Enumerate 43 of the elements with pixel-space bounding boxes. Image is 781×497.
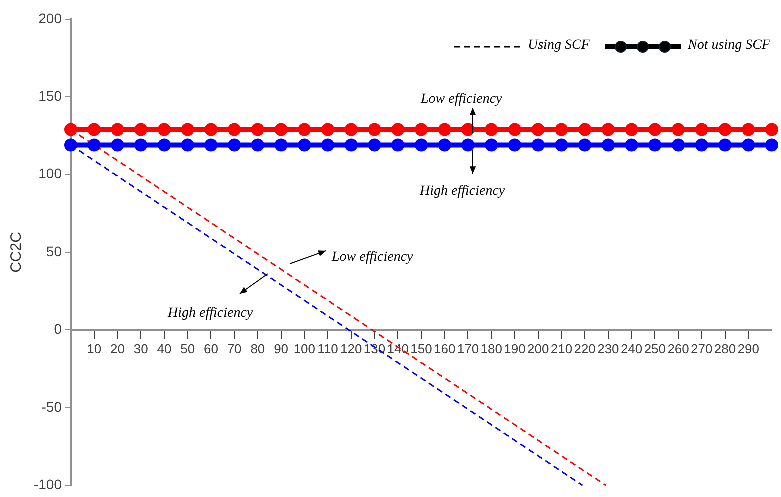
x-tick-label: 270 [691, 342, 713, 357]
x-tick-label: 80 [250, 342, 266, 357]
x-tick-label: 190 [504, 342, 526, 357]
x-tick-label: 150 [410, 342, 432, 357]
annotation: Low efficiency [332, 250, 414, 266]
annotation: Using SCF [528, 38, 590, 54]
y-tick-label: 50 [46, 243, 62, 260]
x-tick-label: 130 [364, 342, 386, 357]
x-tick-label: 180 [480, 342, 502, 357]
x-tick-label: 50 [180, 342, 196, 357]
y-tick-label: 200 [38, 10, 62, 26]
y-tick-label: -100 [34, 476, 62, 492]
annotation: Not using SCF [688, 38, 770, 54]
x-tick-label: 200 [527, 342, 550, 357]
x-tick-label: 240 [620, 342, 643, 357]
x-tick-label: 290 [738, 342, 760, 357]
x-tick-label: 100 [294, 342, 316, 357]
x-tick-label: 280 [714, 342, 736, 357]
annotation: Low efficiency [421, 92, 502, 108]
annotation: High efficiency [168, 306, 254, 322]
x-tick-label: 160 [434, 342, 456, 357]
y-axis-title: CC2C [8, 232, 26, 273]
x-tick-label: 30 [134, 342, 148, 357]
y-tick-label: 100 [38, 166, 62, 182]
x-tick-label: 210 [550, 342, 573, 357]
x-tick-label: 70 [227, 342, 242, 357]
x-tick-label: 230 [598, 342, 620, 357]
x-tick-label: 10 [87, 342, 102, 357]
x-tick-label: 170 [457, 342, 480, 357]
y-tick-label: -50 [42, 398, 62, 415]
x-tick-label: 260 [668, 342, 690, 357]
x-tick-label: 110 [318, 342, 338, 357]
x-tick-label: 20 [110, 342, 125, 357]
x-tick-label: 120 [340, 342, 362, 357]
x-tick-label: 250 [644, 342, 666, 357]
x-tick-label: 40 [157, 342, 172, 357]
y-tick-label: 0 [54, 321, 62, 338]
y-tick-label: 150 [38, 88, 62, 104]
x-tick-label: 220 [574, 342, 596, 357]
x-tick-label: 90 [274, 342, 289, 357]
annotation: High efficiency [420, 184, 506, 200]
x-tick-label: 140 [387, 342, 409, 357]
x-tick-label: 60 [204, 342, 218, 357]
